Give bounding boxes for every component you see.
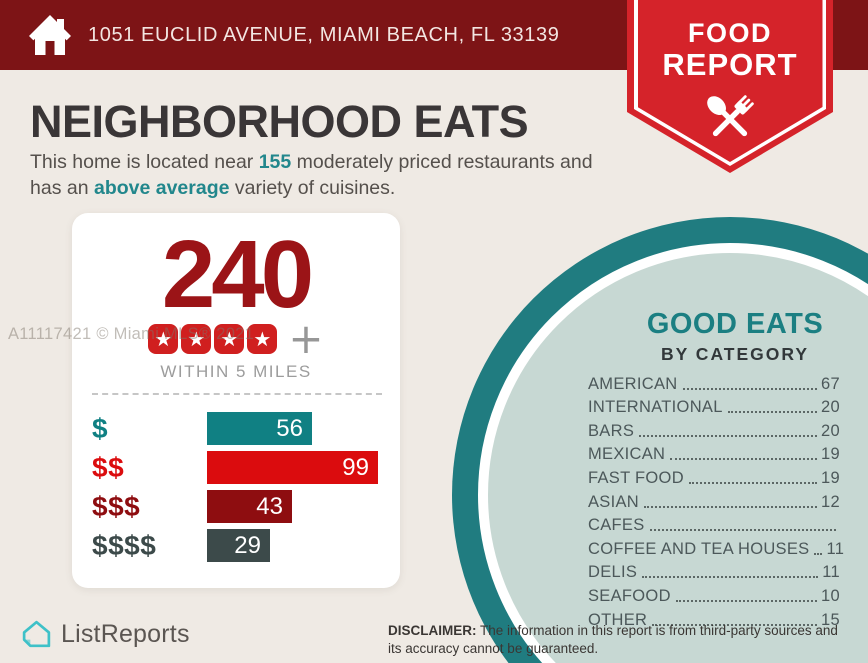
subtitle-highlight: above average: [93, 176, 230, 199]
star-icon: ★: [148, 323, 179, 354]
disclaimer-body: The information in this report is from t…: [388, 623, 838, 656]
dotted-leader: [644, 505, 818, 508]
dotted-leader: [642, 576, 819, 579]
bar-row: $56: [92, 409, 382, 448]
category-row: ASIAN 12: [588, 490, 840, 514]
mls-watermark: A11117421 © Miami MLS® 2021: [8, 325, 255, 343]
category-value: 10: [821, 586, 840, 605]
plus-icon: +: [288, 314, 324, 363]
star-icon: ★: [214, 323, 245, 354]
bar-value: 43: [256, 492, 283, 520]
category-row: SEAFOOD 10: [588, 584, 840, 608]
bar-row: $$$$ 29: [92, 526, 382, 565]
bar-value: 99: [342, 453, 369, 481]
property-address: 1051 EUCLID AVENUE, MIAMI BEACH, FL 3313…: [88, 23, 560, 46]
price-level-label: $$: [92, 451, 125, 483]
dotted-leader: [652, 623, 818, 626]
category-label: CAFES: [588, 516, 645, 535]
home-icon: [29, 15, 71, 55]
price-level-bar: 43: [207, 490, 292, 523]
category-label: DELIS: [588, 563, 638, 582]
dotted-leader: [675, 599, 818, 602]
bar-row: $$ 99: [92, 448, 382, 487]
subtitle-text: This home is located near: [30, 151, 259, 173]
subtitle-text: moderately priced restaurants and: [291, 151, 593, 173]
good-eats-heading: GOOD EATS BY CATEGORY: [585, 310, 868, 365]
category-label: AMERICAN: [588, 374, 678, 393]
price-level-label: $$$$: [92, 529, 157, 561]
price-level-bar: 56: [207, 412, 312, 445]
dashed-divider: [92, 393, 382, 395]
category-label: FAST FOOD: [588, 468, 684, 487]
dotted-leader: [682, 387, 818, 390]
spoon-fork-icon: [707, 95, 754, 137]
page-subtitle: This home is located near 155 moderately…: [30, 150, 650, 201]
bar-value: 29: [234, 531, 261, 559]
good-eats-title: GOOD EATS: [646, 308, 824, 340]
category-label: COFFEE AND TEA HOUSES: [588, 539, 810, 558]
dotted-leader: [649, 529, 836, 532]
radius-caption: WITHIN 5 MILES: [160, 362, 312, 381]
category-row: BARS 20: [588, 419, 840, 443]
category-label: INTERNATIONAL: [588, 398, 723, 417]
category-row: MEXICAN 19: [588, 443, 840, 467]
dotted-leader: [670, 458, 818, 461]
listreports-logo: ListReports: [20, 618, 190, 651]
star-icon: ★: [247, 323, 278, 354]
category-value: 11: [826, 539, 845, 558]
category-value: 19: [821, 468, 840, 487]
page-title: NEIGHBORHOOD EATS: [30, 96, 529, 147]
category-list: AMERICAN 67 INTERNATIONAL 20 BARS 20 MEXICAN 19…: [588, 372, 844, 632]
category-row: INTERNATIONAL 20: [588, 396, 840, 420]
price-level-label: $: [92, 412, 109, 444]
listreports-wordmark: ListReports: [61, 620, 190, 648]
category-value: 67: [821, 374, 840, 393]
total-restaurant-count: 240: [161, 221, 314, 328]
food-report-ribbon: FOOD REPORT: [627, 0, 833, 180]
subtitle-text: variety of cuisines.: [229, 176, 396, 199]
price-level-label: $$$: [92, 490, 141, 522]
category-row: CAFES: [588, 514, 840, 538]
subtitle-highlight: 155: [258, 151, 292, 173]
subtitle-line2: has an above average variety of cuisines…: [30, 176, 650, 202]
category-label: SEAFOOD: [588, 586, 671, 605]
star-icon: ★: [181, 323, 212, 354]
category-label: BARS: [588, 421, 635, 440]
category-row: FAST FOOD 19: [588, 466, 840, 490]
disclaimer-label: DISCLAIMER:: [388, 623, 477, 638]
bar-value: 56: [276, 414, 303, 442]
price-level-bar: 99: [207, 451, 378, 484]
listreports-house-icon: [22, 620, 51, 648]
ribbon-title-line1: FOOD: [688, 18, 772, 48]
star-rating: ★ ★ ★ ★ +: [72, 314, 400, 363]
bar-row: $$$ 43: [92, 487, 382, 526]
category-value: 11: [822, 563, 840, 582]
good-eats-subtitle: BY CATEGORY: [660, 344, 810, 364]
ribbon-content: FOOD REPORT: [627, 0, 833, 157]
category-value: 15: [821, 610, 840, 629]
subtitle-text: has an: [30, 176, 94, 199]
category-value: 20: [821, 421, 840, 440]
category-row: OTHER 15: [588, 608, 840, 632]
dotted-leader: [814, 552, 823, 555]
price-level-bar-chart: $56 $$ 99 $$$ 43 $$$$ 29: [92, 409, 382, 565]
dotted-leader: [639, 434, 818, 437]
category-row: DELIS 11: [588, 561, 840, 585]
category-label: OTHER: [588, 610, 648, 629]
price-level-bar: 29: [207, 529, 270, 562]
ribbon-title-line2: REPORT: [662, 47, 798, 82]
category-value: 12: [821, 492, 840, 511]
dotted-leader: [688, 481, 818, 484]
category-row: COFFEE AND TEA HOUSES 11: [588, 537, 844, 561]
category-label: MEXICAN: [588, 445, 666, 464]
disclaimer-text: DISCLAIMER: The information in this repo…: [388, 622, 854, 657]
dotted-leader: [727, 411, 818, 414]
category-label: ASIAN: [588, 492, 640, 511]
category-value: 19: [821, 445, 840, 464]
restaurant-summary-card: 240 ★ ★ ★ ★ + WITHIN 5 MILES $56 $$ 99 $$$ 43 $$$…: [72, 213, 400, 588]
category-row: AMERICAN 67: [588, 372, 840, 396]
subtitle-line1: This home is located near 155 moderately…: [30, 150, 650, 176]
category-value: 20: [821, 398, 840, 417]
